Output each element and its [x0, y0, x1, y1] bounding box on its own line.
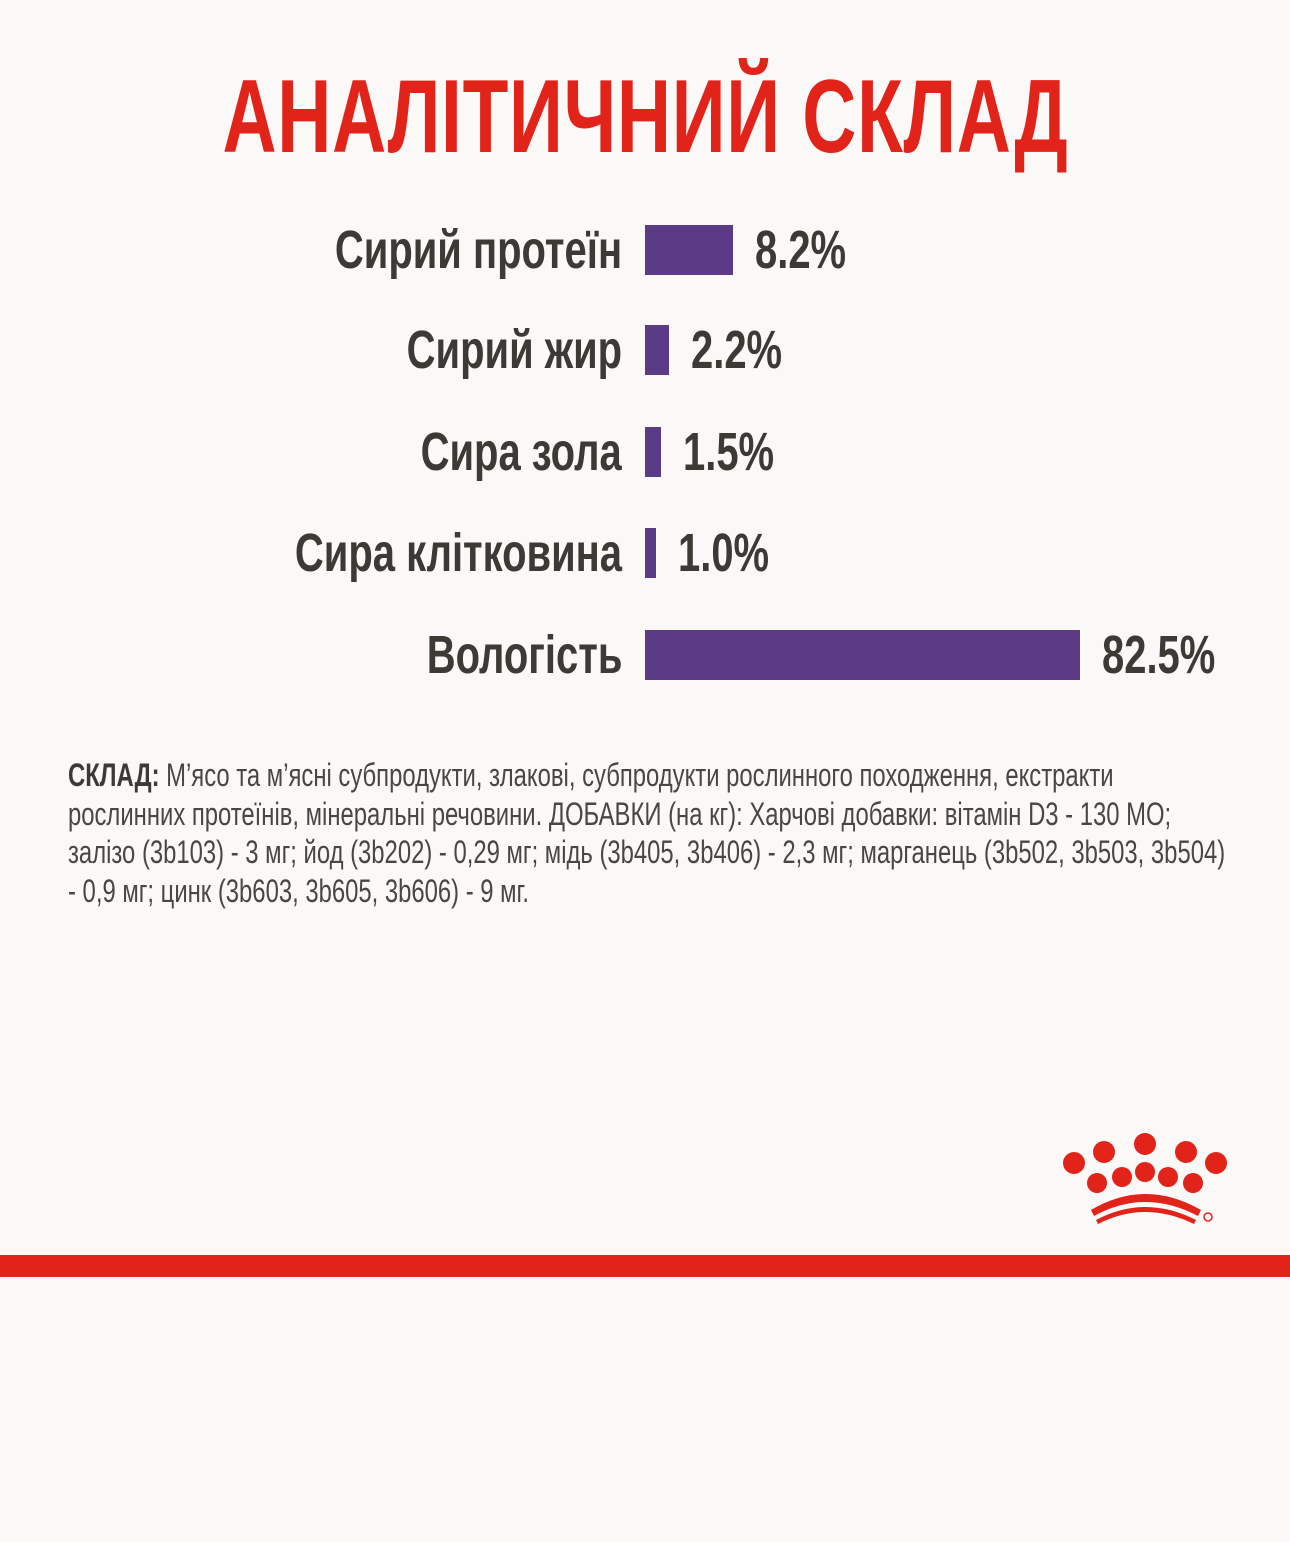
- page-title: АНАЛІТИЧНИЙ СКЛАД: [222, 59, 1068, 175]
- bar: [645, 225, 733, 275]
- bar-row: Сирий протеїн 8.2%: [0, 220, 1290, 280]
- bar-value-label: 1.0%: [677, 523, 769, 583]
- bar: [645, 528, 656, 578]
- bar-value-label: 8.2%: [754, 220, 846, 280]
- bar-label: Сира клітковина: [294, 523, 622, 583]
- bar: [645, 427, 662, 477]
- bar-row: Вологість 82.5%: [0, 625, 1290, 685]
- bar-value-label: 1.5%: [683, 422, 775, 482]
- composition-body: М’ясо та м’ясні субпродукти, злакові, су…: [68, 757, 1226, 909]
- bar-value-label: 82.5%: [1101, 625, 1216, 685]
- bar-row: Сира зола 1.5%: [0, 422, 1290, 482]
- bar-row: Сира клітковина 1.0%: [0, 523, 1290, 583]
- composition-text: СКЛАД: М’ясо та м’ясні субпродукти, злак…: [68, 756, 1230, 910]
- bar-label: Сирий протеїн: [334, 220, 622, 280]
- bar-label: Сира зола: [420, 422, 622, 482]
- bar: [645, 325, 669, 375]
- royal-canin-crown-icon: [1063, 1133, 1227, 1224]
- bar-label: Вологість: [426, 625, 622, 685]
- bar: [645, 630, 1080, 680]
- bar-label: Сирий жир: [406, 320, 622, 380]
- bar-value-label: 2.2%: [690, 320, 782, 380]
- composition-heading: СКЛАД:: [68, 757, 160, 793]
- bar-row: Сирий жир 2.2%: [0, 320, 1290, 380]
- brand-stripe: [0, 1255, 1290, 1277]
